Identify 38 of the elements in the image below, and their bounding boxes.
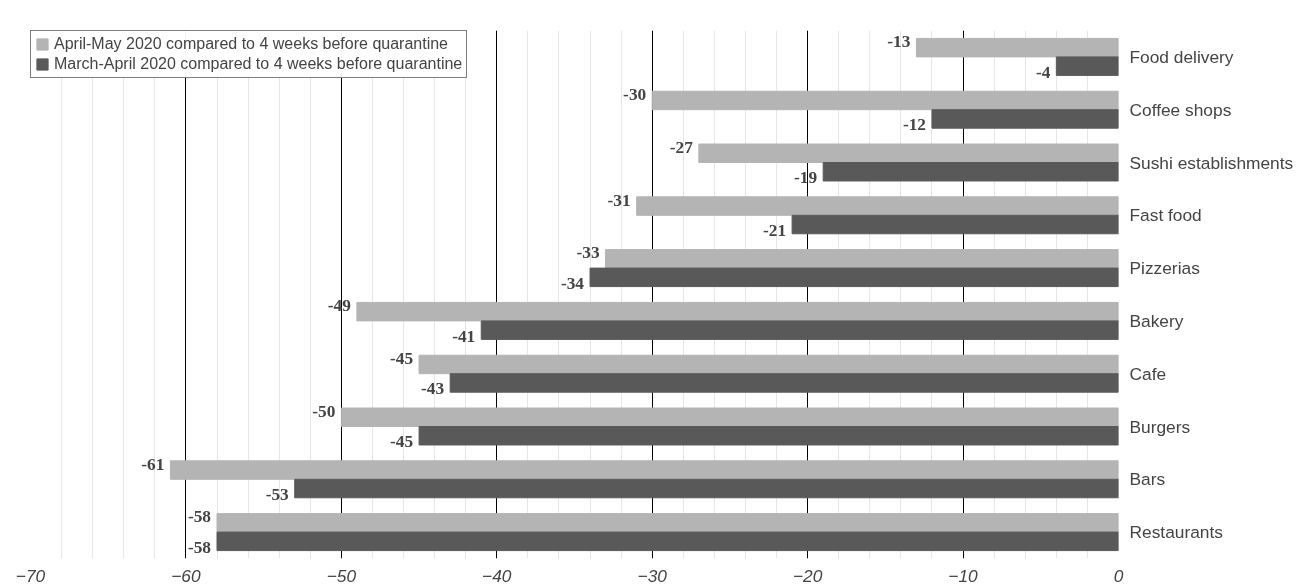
legend-label: April-May 2020 compared to 4 weeks before quarantine xyxy=(54,35,448,53)
data-label: -31 xyxy=(607,190,631,210)
y-tick-label: Restaurants xyxy=(1129,522,1224,543)
x-tick-label: −10 xyxy=(948,565,979,586)
y-tick-label: Food delivery xyxy=(1129,46,1234,67)
x-tick-label: −50 xyxy=(326,565,357,586)
x-tick-label: −70 xyxy=(15,565,46,586)
data-label: -45 xyxy=(389,348,414,368)
data-label: -61 xyxy=(141,454,165,474)
data-label: -45 xyxy=(389,432,414,452)
legend-label: March-April 2020 compared to 4 weeks before quarantine xyxy=(54,55,463,73)
y-tick-label: Burgers xyxy=(1129,416,1191,437)
data-label: -50 xyxy=(312,401,336,421)
x-tick-label: −20 xyxy=(792,565,823,586)
data-label: -58 xyxy=(187,537,212,557)
y-tick-label: Pizzerias xyxy=(1129,258,1201,279)
x-tick-label: −30 xyxy=(637,565,668,586)
data-label: -21 xyxy=(763,221,787,241)
data-label: -53 xyxy=(265,485,290,505)
data-label: -13 xyxy=(887,32,911,52)
x-tick-label: −60 xyxy=(171,565,201,586)
data-label: -34 xyxy=(560,273,585,293)
data-label: -41 xyxy=(452,326,476,346)
data-label: -12 xyxy=(902,115,926,135)
x-tick-label: 0 xyxy=(1113,565,1124,586)
data-label: -33 xyxy=(576,243,600,263)
y-tick-label: Cafe xyxy=(1129,363,1167,384)
x-tick-label: −40 xyxy=(482,565,512,586)
data-label: -4 xyxy=(1035,62,1051,82)
data-label: -27 xyxy=(669,137,694,157)
data-label: -43 xyxy=(421,379,445,399)
y-tick-label: Bars xyxy=(1129,469,1166,490)
y-tick-label: Sushi establishments xyxy=(1129,152,1294,173)
y-tick-label: Fast food xyxy=(1129,205,1202,226)
y-tick-label: Bakery xyxy=(1129,310,1184,331)
data-label: -30 xyxy=(623,84,647,104)
y-tick-label: Coffee shops xyxy=(1129,99,1232,120)
data-label: -58 xyxy=(187,507,212,527)
